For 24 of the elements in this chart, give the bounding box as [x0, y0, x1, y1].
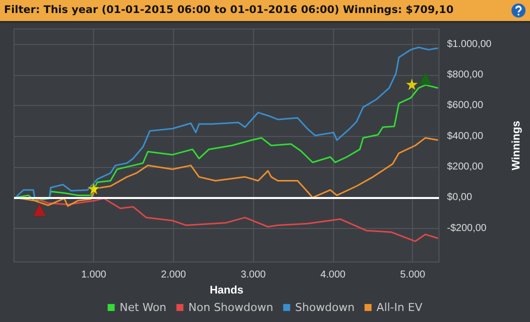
- y-tick-label: $800,00: [447, 69, 484, 80]
- y-tick-label: $0,00: [447, 192, 472, 204]
- legend-label: Net Won: [120, 301, 166, 314]
- point: [86, 182, 100, 196]
- y-axis-title: Winnings: [510, 120, 522, 170]
- y-tick-label: $1.000,00: [447, 38, 492, 50]
- legend-label: All-In EV: [376, 301, 423, 314]
- y-tick-label: -$200,00: [447, 222, 487, 234]
- x-tick-label: 5.000: [400, 270, 426, 280]
- x-axis-title: Hands: [210, 284, 244, 296]
- line-series: [14, 46, 439, 200]
- legend-label: Showdown: [295, 301, 355, 314]
- x-tick-label: 4.000: [320, 270, 346, 280]
- x-tick-label: 1.000: [81, 270, 107, 280]
- legend-label: Non Showdown: [188, 301, 274, 314]
- x-tick-label: 2.000: [160, 270, 186, 280]
- y-tick-label: $600,00: [447, 100, 484, 112]
- x-tick-label: 3.000: [240, 270, 266, 280]
- point: [405, 77, 419, 91]
- y-tick-label: $400,00: [447, 130, 484, 142]
- y-tick-label: $200,00: [447, 161, 484, 172]
- point: [32, 203, 46, 217]
- point: [418, 71, 432, 85]
- chart-title: Filter: This year (01-01-2015 06:00 to 01-01-2016 06:00) Winnings: $709,10: [4, 4, 454, 16]
